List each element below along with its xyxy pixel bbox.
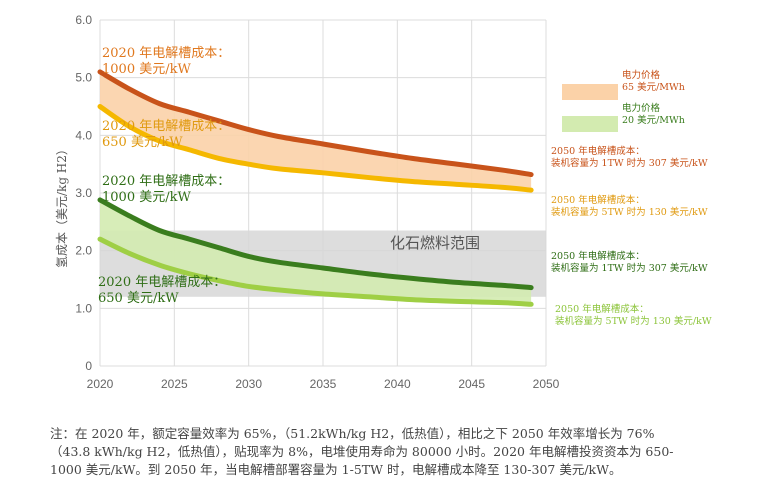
y-tick-label: 2.0 <box>75 244 92 258</box>
series-lines <box>97 69 534 307</box>
x-tick-label: 2020 <box>87 377 114 391</box>
right-label-orange-1tw: 2050 年电解槽成本： 装机容量为 1TW 时为 307 美元/kW <box>551 146 708 170</box>
series-line-1 <box>97 104 534 193</box>
right-label-lightgreen-5tw: 2050 年电解槽成本： 装机容量为 5TW 时为 130 美元/kW <box>555 304 712 328</box>
legend-line1: 电力价格 <box>622 70 661 81</box>
annotation-line2: 650 美元/kW <box>102 135 183 151</box>
series-line-3 <box>97 236 534 307</box>
y-tick-label: 6.0 <box>75 13 92 27</box>
annotation-line1: 2020 年电解槽成本： <box>98 275 227 290</box>
series-line-2 <box>97 197 534 291</box>
footnote-line3: 1000 美元/kW。到 2050 年，当电解槽部署容量为 1-5TW 时，电解… <box>50 462 622 478</box>
legend-swatch-green <box>562 116 618 132</box>
right-label-line2: 装机容量为 1TW 时为 307 美元/kW <box>551 262 708 274</box>
y-tick-label: 4.0 <box>75 128 92 142</box>
annotation-line2: 1000 美元/kW <box>102 190 191 206</box>
legend-line1: 电力价格 <box>622 103 661 114</box>
right-label-line1: 2050 年电解槽成本： <box>551 195 645 206</box>
annotation-line1: 2020 年电解槽成本： <box>102 119 231 134</box>
x-tick-label: 2040 <box>384 377 411 391</box>
fossil-range-label: 化石燃料范围 <box>390 234 480 252</box>
series-line-0 <box>97 69 534 178</box>
left-annotation-orange-650: 2020 年电解槽成本： 650 美元/kW <box>102 119 230 152</box>
right-label-line2: 装机容量为 1TW 时为 307 美元/kW <box>551 157 708 169</box>
x-tick-label: 2025 <box>161 377 188 391</box>
x-tick-label: 2035 <box>310 377 337 391</box>
legend-swatches <box>562 84 618 132</box>
right-label-line2: 装机容量为 5TW 时为 130 美元/kW <box>555 315 712 327</box>
legend-line2: 20 美元/MWh <box>622 114 685 126</box>
right-label-yellow-5tw: 2050 年电解槽成本： 装机容量为 5TW 时为 130 美元/kW <box>551 195 708 219</box>
annotation-line1: 2020 年电解槽成本： <box>102 174 231 189</box>
hydrogen-cost-chart: 2020 2025 2030 2035 2040 2045 2050 0 1.0 2.0 3.0 4.… <box>54 13 618 391</box>
y-tick-label: 1.0 <box>75 301 92 315</box>
annotation-line2: 650 美元/kW <box>98 291 179 307</box>
x-tick-label: 2030 <box>235 377 262 391</box>
y-axis-label: 氢成本（美元/kg H2） <box>54 143 69 268</box>
legend-swatch-orange <box>562 84 618 100</box>
right-label-line1: 2050 年电解槽成本： <box>555 304 649 315</box>
left-annotation-orange-1000: 2020 年电解槽成本： 1000 美元/kW <box>102 46 230 79</box>
chart-footnote: 注：在 2020 年，额定容量效率为 65%，（51.2kWh/kg H2，低热… <box>50 425 750 479</box>
legend-band-orange-label: 电力价格 65 美元/MWh <box>622 70 685 94</box>
y-tick-label: 3.0 <box>75 186 92 200</box>
footnote-line2: （43.8 kWh/kg H2，低热值），贴现率为 8%，电堆使用寿命为 800… <box>50 444 674 460</box>
legend-band-green-label: 电力价格 20 美元/MWh <box>622 103 685 127</box>
y-tick-label: 5.0 <box>75 71 92 85</box>
legend-line2: 65 美元/MWh <box>622 81 685 93</box>
right-label-line1: 2050 年电解槽成本： <box>551 251 645 262</box>
footnote-line1: 注：在 2020 年，额定容量效率为 65%，（51.2kWh/kg H2，低热… <box>50 426 655 441</box>
right-label-line1: 2050 年电解槽成本： <box>551 146 645 157</box>
chart-axes: 2020 2025 2030 2035 2040 2045 2050 0 1.0 2.0 3.0 4.… <box>75 13 559 391</box>
x-tick-label: 2045 <box>458 377 485 391</box>
right-label-line2: 装机容量为 5TW 时为 130 美元/kW <box>551 206 708 218</box>
left-annotation-green-1000: 2020 年电解槽成本： 1000 美元/kW <box>102 174 230 207</box>
annotation-line1: 2020 年电解槽成本： <box>102 46 231 61</box>
annotation-line2: 1000 美元/kW <box>102 62 191 78</box>
left-annotation-green-650: 2020 年电解槽成本： 650 美元/kW <box>98 275 226 308</box>
y-tick-label: 0 <box>85 359 92 373</box>
right-label-green-1tw: 2050 年电解槽成本： 装机容量为 1TW 时为 307 美元/kW <box>551 251 708 275</box>
x-tick-label: 2050 <box>533 377 560 391</box>
